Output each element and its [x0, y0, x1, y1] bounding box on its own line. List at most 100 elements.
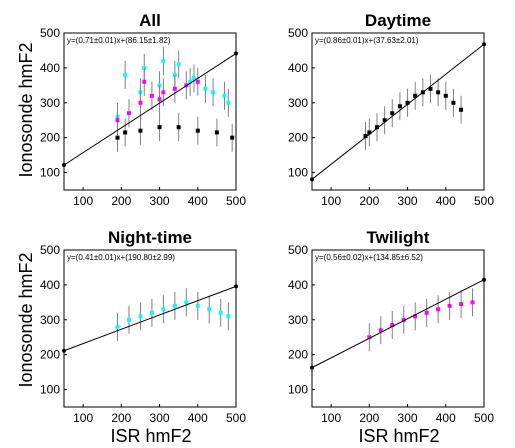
data-point	[157, 125, 162, 130]
y-tick-label: 500	[288, 26, 308, 40]
y-tick-label: 500	[40, 26, 60, 40]
data-point	[157, 97, 162, 102]
data-point	[203, 86, 208, 91]
data-point	[226, 314, 231, 319]
x-tick-label: 200	[359, 411, 379, 425]
data-point	[378, 328, 383, 333]
data-point	[123, 72, 128, 77]
data-point	[172, 303, 177, 308]
y-tick-label: 300	[288, 313, 308, 327]
data-point	[459, 302, 464, 307]
x-tick-label: 100	[73, 411, 93, 425]
fit-equation: y=(0.86±0.01)x+(37.63±2.01)	[315, 36, 419, 45]
data-point	[382, 118, 387, 123]
data-point	[226, 100, 231, 105]
data-point	[405, 100, 410, 105]
data-point	[115, 135, 120, 140]
data-point	[390, 111, 395, 116]
y-tick-label: 400	[40, 61, 60, 75]
y-tick-label: 200	[40, 348, 60, 362]
panel-4: Twilight y=(0.56±0.02)x+(134.85±6.52) 100 2…	[288, 228, 494, 425]
data-point	[161, 307, 166, 312]
y-axis-label-bottom: Ionosonde hmF2	[16, 252, 36, 387]
panel-title: All	[139, 11, 161, 30]
y-tick-label: 100	[40, 383, 60, 397]
data-point	[367, 335, 372, 340]
data-point	[126, 111, 131, 116]
data-point	[447, 303, 452, 308]
data-point	[390, 323, 395, 328]
x-tick-label: 100	[321, 194, 341, 208]
x-tick-label: 400	[188, 194, 208, 208]
x-tick-label: 200	[111, 194, 131, 208]
fit-line	[63, 53, 237, 166]
axes-box	[63, 32, 237, 191]
data-point	[149, 310, 154, 315]
x-tick-label: 100	[321, 411, 341, 425]
data-point	[214, 130, 219, 135]
x-tick-label: 300	[150, 411, 170, 425]
data-point	[138, 314, 143, 319]
panel-title: Daytime	[365, 11, 431, 30]
y-tick-label: 400	[40, 278, 60, 292]
data-point	[184, 300, 189, 305]
series-2	[115, 67, 200, 135]
panel-title: Twilight	[367, 228, 430, 247]
y-tick-label: 300	[40, 313, 60, 327]
data-point	[195, 128, 200, 133]
data-point	[230, 135, 235, 140]
y-tick-label: 300	[40, 96, 60, 110]
y-tick-label: 500	[40, 243, 60, 257]
data-point	[172, 86, 177, 91]
data-point	[161, 90, 166, 95]
axes-box	[311, 32, 485, 191]
fit-equation: y=(0.71±0.01)x+(86.15±1.82)	[67, 36, 171, 45]
y-tick-label: 100	[288, 166, 308, 180]
panel-1: All y=(0.71±0.01)x+(86.15±1.82) 100 200 300 4…	[40, 11, 246, 208]
panel-3: Night-time y=(0.41±0.01)x+(190.80±2.99) 10…	[40, 228, 246, 425]
data-point	[436, 90, 441, 95]
y-tick-label: 100	[288, 383, 308, 397]
x-tick-label: 400	[188, 411, 208, 425]
data-point	[115, 324, 120, 329]
data-point	[436, 307, 441, 312]
data-point	[374, 125, 379, 130]
data-point	[195, 303, 200, 308]
data-point	[138, 100, 143, 105]
x-tick-label: 500	[474, 194, 494, 208]
data-point	[176, 125, 181, 130]
x-tick-label: 300	[150, 194, 170, 208]
y-tick-label: 400	[288, 278, 308, 292]
y-tick-label: 400	[288, 61, 308, 75]
data-point	[397, 104, 402, 109]
data-point	[459, 107, 464, 112]
y-tick-label: 200	[288, 348, 308, 362]
data-point	[126, 317, 131, 322]
y-tick-label: 200	[40, 131, 60, 145]
data-point	[413, 314, 418, 319]
panel-2: Daytime y=(0.86±0.01)x+(37.63±2.01) 100 200…	[288, 11, 494, 208]
x-tick-label: 400	[436, 411, 456, 425]
y-tick-label: 100	[40, 166, 60, 180]
data-point	[123, 130, 128, 135]
x-tick-label: 500	[226, 194, 246, 208]
x-tick-label: 300	[398, 194, 418, 208]
x-tick-label: 200	[359, 194, 379, 208]
series-1	[363, 74, 464, 150]
data-point	[138, 128, 143, 133]
series-1	[115, 288, 231, 341]
y-tick-label: 200	[288, 131, 308, 145]
series-1	[367, 288, 475, 352]
data-point	[470, 300, 475, 305]
x-tick-label: 100	[73, 194, 93, 208]
data-point	[188, 79, 193, 84]
data-point	[363, 133, 368, 138]
data-point	[222, 93, 227, 98]
x-tick-label: 500	[474, 411, 494, 425]
y-axis-label-top: Ionosonde hmF2	[16, 42, 36, 177]
fit-line	[311, 279, 485, 369]
data-point	[191, 76, 196, 81]
x-axis-label-right: ISR hmF2	[358, 426, 439, 446]
data-point	[218, 310, 223, 315]
